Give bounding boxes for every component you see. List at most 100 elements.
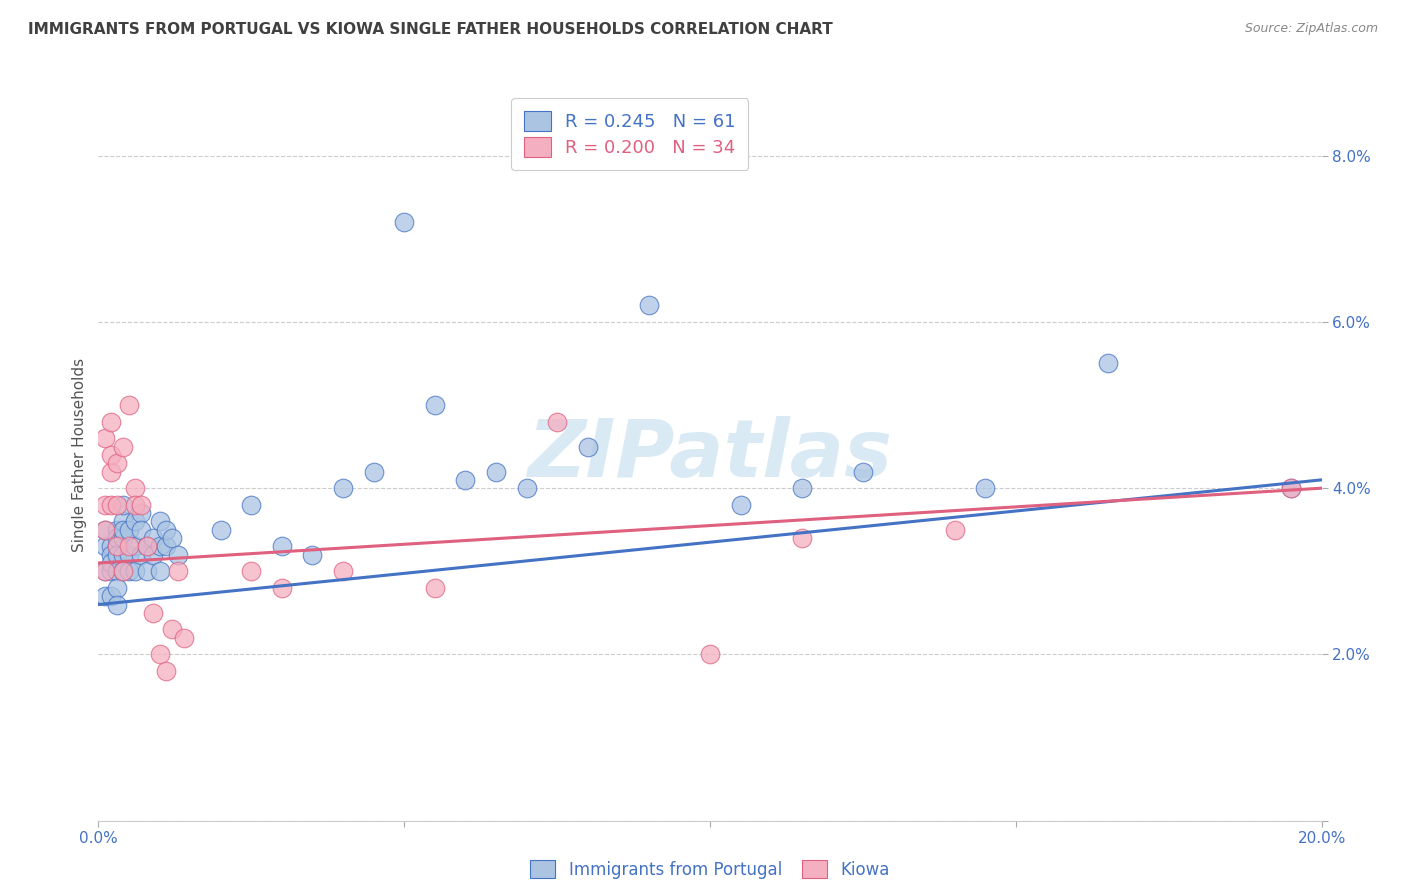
Point [93, 523, 115, 537]
Point [124, 481, 146, 495]
Point [93, 431, 115, 445]
Point [155, 523, 177, 537]
Point [270, 581, 292, 595]
Point [1279, 481, 1302, 495]
Point [100, 415, 122, 429]
Point [105, 539, 128, 553]
Point [485, 465, 508, 479]
Point [93, 589, 115, 603]
Text: IMMIGRANTS FROM PORTUGAL VS KIOWA SINGLE FATHER HOUSEHOLDS CORRELATION CHART: IMMIGRANTS FROM PORTUGAL VS KIOWA SINGLE… [28, 22, 832, 37]
Point [209, 523, 232, 537]
Point [423, 398, 446, 412]
Point [111, 548, 134, 562]
Point [173, 631, 195, 645]
Point [100, 448, 122, 462]
Point [240, 564, 263, 578]
Point [118, 398, 141, 412]
Point [129, 498, 152, 512]
Point [105, 598, 128, 612]
Point [105, 523, 128, 537]
Point [974, 481, 997, 495]
Point [111, 564, 134, 578]
Point [167, 548, 190, 562]
Point [332, 481, 354, 495]
Point [100, 498, 122, 512]
Point [730, 498, 752, 512]
Point [124, 564, 146, 578]
Point [124, 515, 146, 529]
Point [100, 556, 122, 570]
Point [105, 539, 128, 553]
Point [100, 539, 122, 553]
Point [332, 564, 354, 578]
Text: ZIPatlas: ZIPatlas [527, 416, 893, 494]
Point [111, 498, 134, 512]
Point [129, 523, 152, 537]
Point [637, 298, 661, 312]
Point [129, 506, 152, 520]
Point [93, 564, 115, 578]
Point [105, 564, 128, 578]
Point [155, 664, 177, 678]
Point [93, 498, 115, 512]
Point [142, 548, 165, 562]
Point [93, 564, 115, 578]
Point [149, 648, 172, 662]
Point [111, 515, 134, 529]
Point [240, 498, 263, 512]
Point [100, 564, 122, 578]
Point [105, 548, 128, 562]
Point [105, 531, 128, 545]
Point [852, 465, 875, 479]
Point [118, 539, 141, 553]
Point [160, 623, 183, 637]
Point [105, 581, 128, 595]
Text: Source: ZipAtlas.com: Source: ZipAtlas.com [1244, 22, 1378, 36]
Point [270, 539, 292, 553]
Point [118, 523, 141, 537]
Point [118, 548, 141, 562]
Point [167, 564, 190, 578]
Point [576, 440, 599, 454]
Point [546, 415, 568, 429]
Point [160, 531, 183, 545]
Point [100, 465, 122, 479]
Point [100, 548, 122, 562]
Point [124, 498, 146, 512]
Point [363, 465, 385, 479]
Point [301, 548, 323, 562]
Y-axis label: Single Father Households: Single Father Households [72, 358, 87, 552]
Point [943, 523, 966, 537]
Point [149, 515, 172, 529]
Point [93, 539, 115, 553]
Point [1097, 356, 1119, 371]
Point [790, 531, 813, 545]
Point [105, 498, 128, 512]
Legend: Immigrants from Portugal, Kiowa: Immigrants from Portugal, Kiowa [523, 854, 897, 886]
Point [136, 539, 159, 553]
Point [423, 581, 446, 595]
Point [392, 215, 416, 229]
Point [142, 531, 165, 545]
Point [105, 456, 128, 470]
Point [124, 539, 146, 553]
Point [136, 539, 159, 553]
Point [149, 539, 172, 553]
Point [516, 481, 538, 495]
Point [790, 481, 813, 495]
Point [100, 589, 122, 603]
Point [111, 531, 134, 545]
Point [129, 548, 152, 562]
Point [136, 564, 159, 578]
Point [454, 473, 477, 487]
Point [699, 648, 721, 662]
Point [149, 564, 172, 578]
Point [93, 523, 115, 537]
Point [1279, 481, 1302, 495]
Point [111, 564, 134, 578]
Point [155, 539, 177, 553]
Point [118, 564, 141, 578]
Point [111, 440, 134, 454]
Point [142, 606, 165, 620]
Point [111, 523, 134, 537]
